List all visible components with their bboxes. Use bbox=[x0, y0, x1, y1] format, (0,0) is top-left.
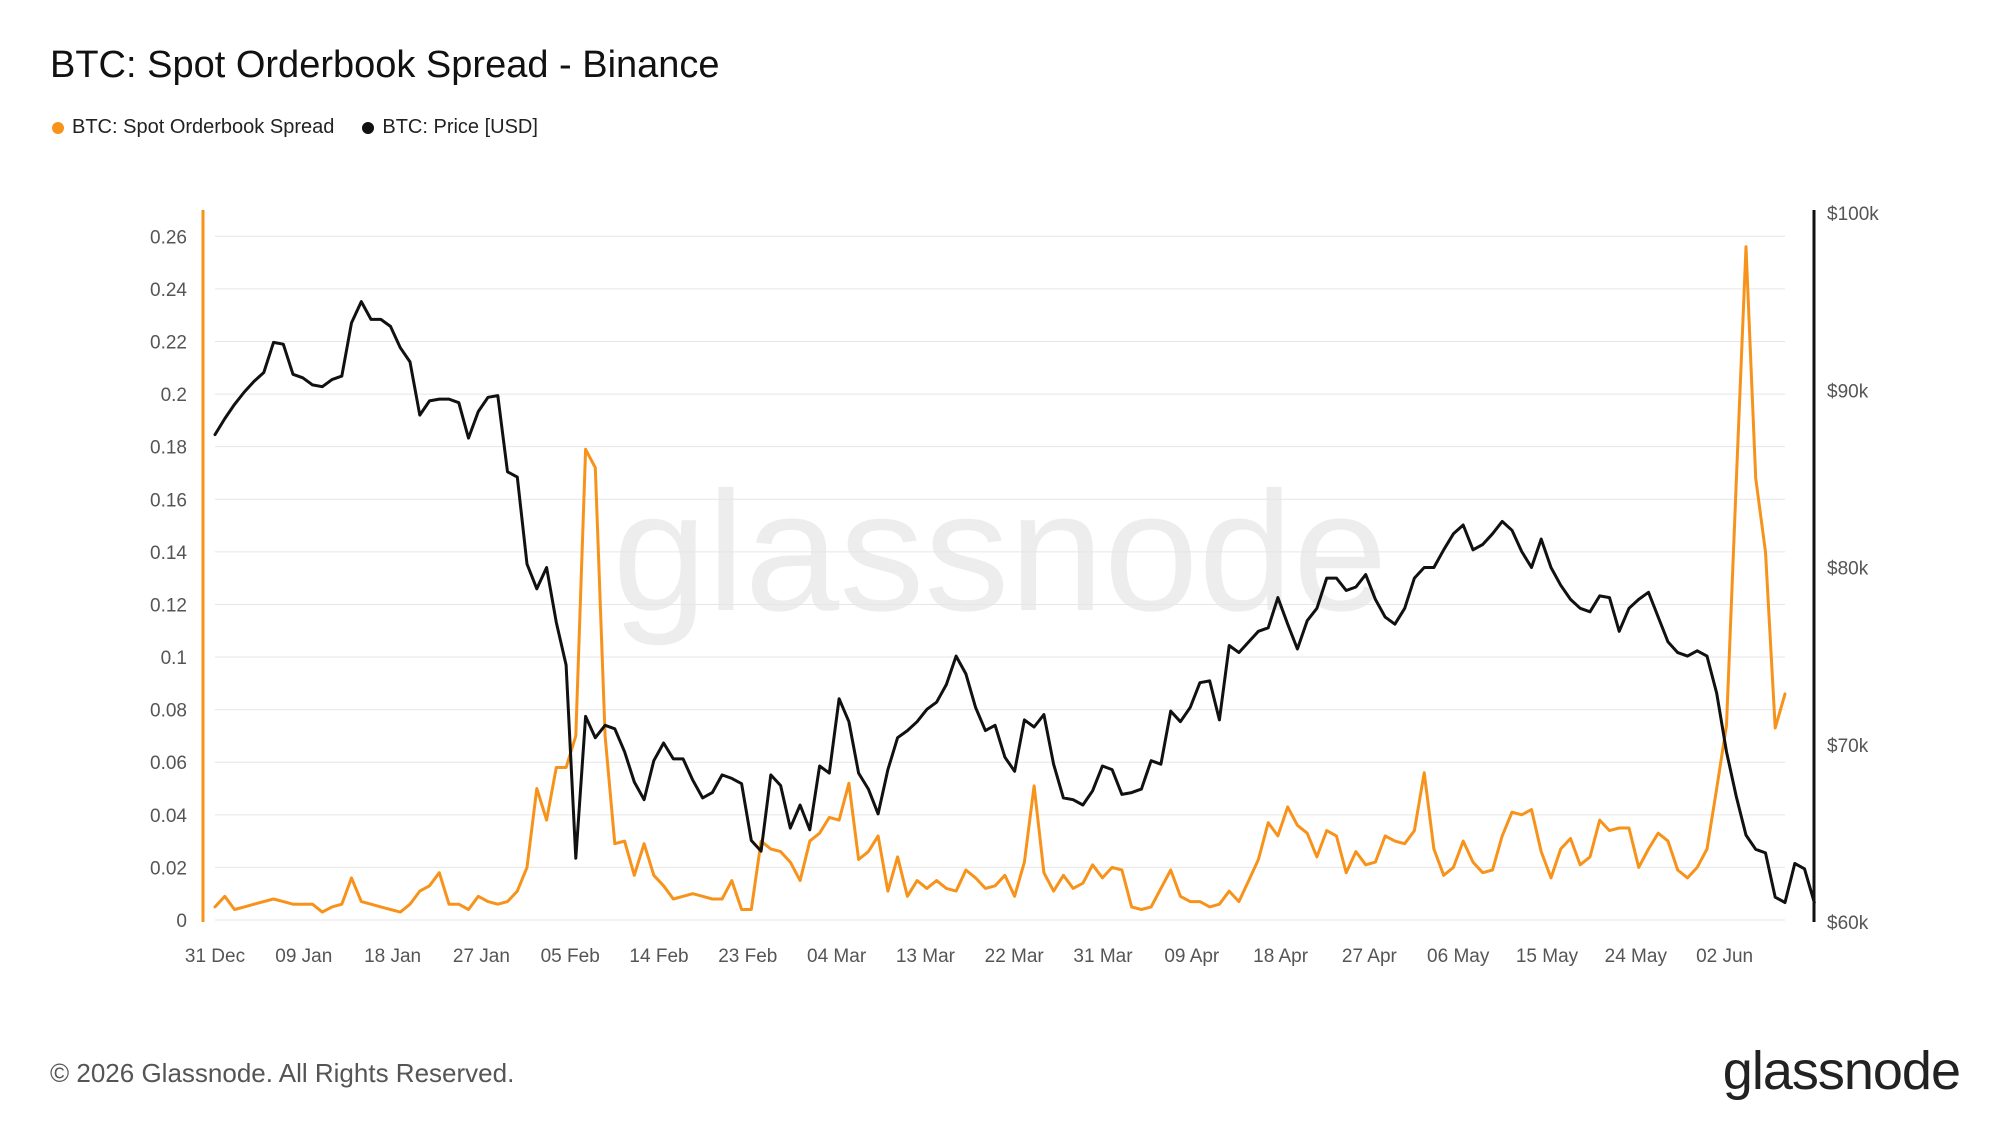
y-left-tick-label: 0.02 bbox=[150, 858, 187, 879]
y-left-tick-label: 0.18 bbox=[150, 438, 187, 459]
y-left-tick-label: 0.06 bbox=[150, 753, 187, 774]
y-left-tick-label: 0.24 bbox=[150, 280, 187, 301]
y-right-tick-label: $100k bbox=[1827, 204, 1879, 225]
y-right-tick-label: $80k bbox=[1827, 559, 1869, 580]
x-tick-label: 31 Mar bbox=[1073, 946, 1133, 967]
legend: BTC: Spot Orderbook Spread BTC: Price [U… bbox=[52, 116, 538, 139]
series-line-price bbox=[213, 300, 1816, 904]
x-tick-label: 04 Mar bbox=[807, 946, 867, 967]
legend-dot-spread bbox=[52, 121, 64, 134]
x-tick-label: 06 May bbox=[1427, 946, 1490, 967]
x-tick-label: 31 Dec bbox=[185, 946, 245, 967]
y-left-tick-label: 0.08 bbox=[150, 701, 187, 722]
y-left-tick-label: 0.26 bbox=[150, 227, 187, 248]
x-tick-label: 09 Apr bbox=[1164, 946, 1220, 967]
y-left-tick-label: 0 bbox=[176, 911, 187, 932]
y-right-tick-label: $90k bbox=[1827, 381, 1869, 402]
legend-item-spread[interactable]: BTC: Spot Orderbook Spread bbox=[52, 116, 334, 139]
legend-label-spread: BTC: Spot Orderbook Spread bbox=[72, 116, 335, 138]
glassnode-logo: glassnode bbox=[1722, 1041, 1961, 1101]
x-tick-label: 27 Apr bbox=[1342, 946, 1398, 967]
y-left-tick-label: 0.22 bbox=[150, 332, 187, 353]
x-tick-label: 23 Feb bbox=[718, 946, 777, 967]
x-tick-label: 13 Mar bbox=[896, 946, 956, 967]
y-left-tick-label: 0.04 bbox=[150, 806, 187, 827]
y-right-tick-label: $70k bbox=[1827, 736, 1869, 757]
y-right-tick-label: $60k bbox=[1827, 913, 1869, 934]
x-tick-label: 18 Apr bbox=[1253, 946, 1309, 967]
x-tick-label: 18 Jan bbox=[364, 946, 421, 967]
x-tick-label: 14 Feb bbox=[629, 946, 688, 967]
y-left-tick-label: 0.16 bbox=[150, 490, 187, 511]
x-tick-label: 15 May bbox=[1516, 946, 1579, 967]
series-line-spread bbox=[213, 245, 1787, 914]
x-tick-label: 09 Jan bbox=[275, 946, 332, 967]
x-tick-label: 24 May bbox=[1605, 946, 1668, 967]
x-tick-label: 27 Jan bbox=[453, 946, 510, 967]
y-left-tick-label: 0.2 bbox=[161, 385, 187, 406]
legend-label-price: BTC: Price [USD] bbox=[382, 116, 538, 138]
legend-dot-price bbox=[362, 121, 375, 134]
x-tick-label: 02 Jun bbox=[1696, 946, 1753, 967]
y-left-tick-label: 0.1 bbox=[161, 648, 187, 669]
chart-title: BTC: Spot Orderbook Spread - Binance bbox=[50, 44, 720, 86]
legend-item-price[interactable]: BTC: Price [USD] bbox=[362, 116, 538, 139]
y-left-tick-label: 0.14 bbox=[150, 543, 187, 564]
x-tick-label: 05 Feb bbox=[541, 946, 600, 967]
copyright-footer: © 2026 Glassnode. All Rights Reserved. bbox=[50, 1058, 515, 1088]
x-tick-label: 22 Mar bbox=[985, 946, 1045, 967]
y-left-tick-label: 0.12 bbox=[150, 595, 187, 616]
